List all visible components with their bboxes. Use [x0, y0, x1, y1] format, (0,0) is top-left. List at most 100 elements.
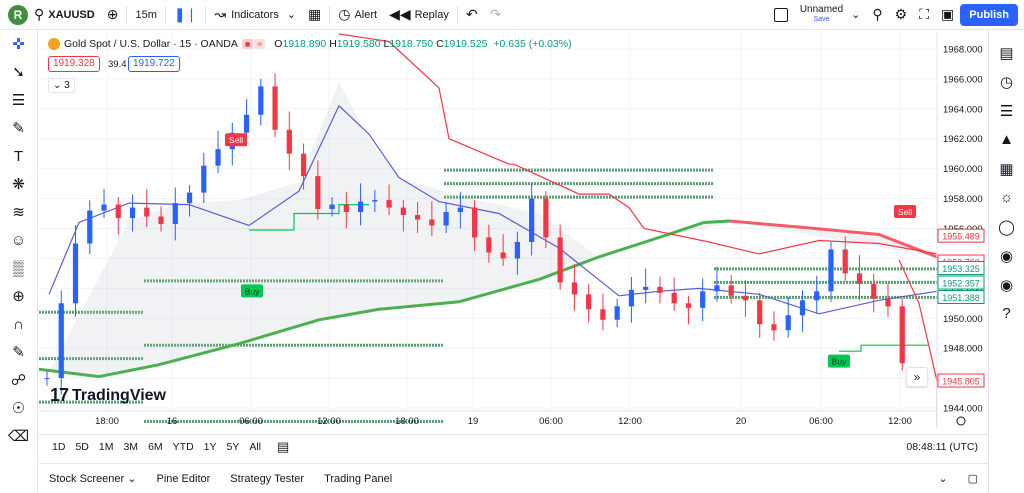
- pattern-icon[interactable]: ❋: [12, 176, 25, 193]
- symbol-search[interactable]: ⚲ XAUUSD: [28, 0, 101, 30]
- compare-symbol-button[interactable]: ⊕: [101, 0, 125, 30]
- timeframe-ytd[interactable]: YTD: [172, 440, 194, 453]
- candle-body: [771, 324, 777, 331]
- emoji-icon[interactable]: ☺: [10, 231, 27, 249]
- candle-body: [44, 378, 50, 380]
- horizontal-lines-icon[interactable]: ☰: [11, 92, 26, 109]
- close-value: 1919.525: [443, 38, 488, 50]
- scroll-to-realtime-button[interactable]: »: [906, 367, 928, 387]
- price-tick-label: 1944.000: [943, 404, 983, 415]
- snapshot-button[interactable]: ▣: [935, 0, 960, 30]
- wave-icon: ≈: [254, 39, 266, 49]
- cloud-area: [39, 81, 937, 377]
- eye-icon[interactable]: ☉: [11, 400, 26, 417]
- trend-line-icon[interactable]: ➘: [12, 64, 25, 81]
- signal-labels: Sell Buy Buy Sell: [225, 133, 916, 368]
- date-range-icon[interactable]: ▤: [277, 438, 290, 454]
- tab-pine-editor[interactable]: Pine Editor: [156, 472, 211, 485]
- indicators-label: Indicators: [231, 8, 279, 21]
- chevron-down-icon: ⌄: [286, 9, 296, 21]
- user-avatar[interactable]: R: [8, 4, 28, 25]
- candle-body: [457, 207, 463, 213]
- symbol-label: XAUUSD: [48, 8, 95, 21]
- timeframe-1m[interactable]: 1M: [98, 440, 114, 453]
- chart-type-button[interactable]: ❚❘: [168, 0, 203, 30]
- streams-icon[interactable]: ◉: [999, 247, 1014, 265]
- settings-button[interactable]: ⚙: [889, 0, 914, 30]
- sell-button[interactable]: 1919.328: [48, 56, 100, 72]
- indicators-collapse-button[interactable]: ⌄ 3: [48, 78, 75, 93]
- stay-drawing-icon[interactable]: ✎: [12, 344, 25, 361]
- tab-strategy-tester[interactable]: Strategy Tester: [230, 472, 305, 485]
- maximize-panel-icon[interactable]: ▢: [967, 473, 978, 485]
- timeframe-5y[interactable]: 5Y: [226, 440, 240, 453]
- price-label-text: 1953.325: [942, 264, 980, 274]
- candle-body: [814, 291, 820, 301]
- timeframe-1d[interactable]: 1D: [52, 440, 66, 453]
- ruler-icon[interactable]: ▒: [13, 259, 24, 277]
- timeframe-3m[interactable]: 3M: [123, 440, 139, 453]
- timeframe-1y[interactable]: 1Y: [203, 440, 217, 453]
- utc-clock[interactable]: 08:48:11 (UTC): [906, 441, 978, 453]
- price-chart[interactable]: Sell Buy Buy Sell 1968.000 1966.000 1964.000 1…: [39, 31, 987, 429]
- time-tick-label: 12:00: [888, 416, 912, 427]
- time-axis[interactable]: 18:00 16 06:00 12:00 18:00 19 06:00 12:00 20 06:0…: [39, 410, 966, 427]
- timeframe-5d[interactable]: 5D: [75, 440, 89, 453]
- chat-icon[interactable]: ◯: [998, 218, 1015, 236]
- publish-button[interactable]: Publish: [960, 3, 1018, 26]
- quick-search-button[interactable]: ⚲: [866, 0, 888, 30]
- quick-search-icon: ⚲: [872, 6, 883, 22]
- change-value: +0.635 (+0.03%): [493, 38, 572, 50]
- fullscreen-button[interactable]: ⛶: [913, 0, 935, 30]
- ohlc-values: O1918.890 H1919.580 L1918.750 C1919.525 …: [274, 38, 571, 50]
- alert-button[interactable]: ◷ Alert: [332, 0, 383, 30]
- tradingview-logo-icon: 17: [50, 385, 69, 405]
- buy-button[interactable]: 1919.722: [128, 56, 180, 72]
- magnet-icon[interactable]: ∩: [13, 315, 24, 333]
- templates-button[interactable]: ▦: [302, 0, 327, 30]
- help-icon[interactable]: ?: [1002, 305, 1011, 322]
- tab-stock-screener[interactable]: Stock Screener ⌄: [39, 472, 146, 485]
- legend-title[interactable]: Gold Spot / U.S. Dollar · 15 · OANDA: [64, 38, 238, 50]
- replay-button[interactable]: ◀◀ Replay: [383, 0, 455, 30]
- lock-icon[interactable]: ☍: [10, 372, 27, 389]
- tradingview-name: TradingView: [72, 386, 166, 404]
- hotlists-icon[interactable]: ▲: [999, 131, 1014, 148]
- crosshair-icon[interactable]: ✜: [12, 36, 25, 53]
- alerts-icon[interactable]: ◷: [999, 73, 1014, 91]
- watchlist-icon[interactable]: ▤: [999, 44, 1014, 62]
- ideas-icon[interactable]: ☼: [999, 189, 1014, 206]
- price-label-text: 1955.489: [942, 232, 980, 242]
- grid-icon: ▦: [307, 6, 322, 22]
- divider: [205, 5, 207, 24]
- fullscreen-icon: ⛶: [919, 6, 930, 22]
- candle-body: [472, 207, 478, 238]
- price-label-box: [937, 290, 985, 305]
- brush-icon[interactable]: ✎: [12, 120, 25, 137]
- text-tool-icon[interactable]: T: [13, 147, 24, 165]
- calendar-icon[interactable]: ▦: [999, 160, 1014, 178]
- indicators-icon: ↝: [214, 6, 227, 22]
- candle-body: [714, 285, 720, 292]
- zoom-in-icon[interactable]: ⊕: [12, 288, 25, 305]
- indicator-count: 3: [64, 80, 70, 91]
- indicators-button[interactable]: ↝ Indicators ⌄: [208, 0, 302, 30]
- tab-trading-panel[interactable]: Trading Panel: [324, 472, 393, 485]
- notifications-icon[interactable]: ◉: [999, 276, 1014, 294]
- collapse-panel-icon[interactable]: ⌄: [938, 473, 948, 485]
- timeframe-all[interactable]: All: [249, 440, 262, 453]
- divider: [329, 5, 331, 24]
- trash-icon[interactable]: ⌫: [7, 428, 30, 445]
- layout-name-button[interactable]: Unnamed Save ⌄: [794, 0, 867, 30]
- timeframe-6m[interactable]: 6M: [148, 440, 163, 453]
- undo-button[interactable]: ↶: [460, 0, 484, 30]
- interval-button[interactable]: 15m: [135, 8, 157, 21]
- data-window-icon[interactable]: ☰: [999, 102, 1014, 120]
- candle-body: [700, 291, 706, 308]
- layout-select-checkbox[interactable]: [768, 0, 794, 30]
- candle-body: [300, 153, 307, 177]
- forecast-icon[interactable]: ≋: [12, 204, 25, 221]
- redo-button[interactable]: ↷: [484, 0, 508, 30]
- candles: [44, 73, 905, 395]
